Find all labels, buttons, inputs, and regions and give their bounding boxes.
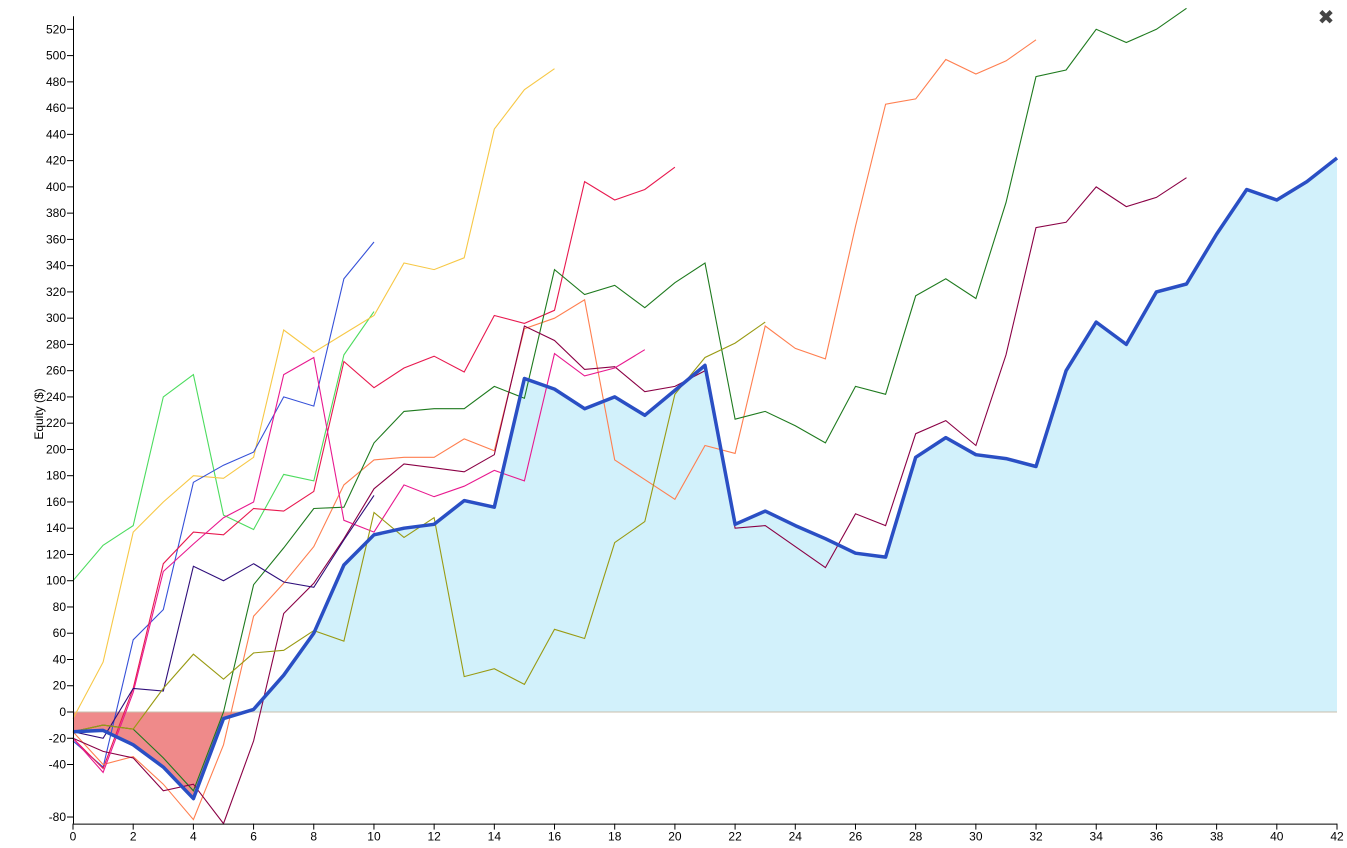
x-tick-label: 36 bbox=[1150, 830, 1164, 844]
y-tick-label: 260 bbox=[46, 364, 66, 378]
series-line-5 bbox=[72, 39, 1037, 821]
series-line-9 bbox=[72, 495, 375, 739]
x-tick-label: 40 bbox=[1270, 830, 1284, 844]
x-tick-label: 2 bbox=[130, 830, 137, 844]
y-tick-label: 120 bbox=[46, 547, 66, 561]
close-icon[interactable]: ✖ bbox=[1317, 5, 1335, 29]
y-tick-label: 60 bbox=[53, 626, 67, 640]
y-tick-label: 80 bbox=[53, 600, 67, 614]
y-tick-label: 140 bbox=[46, 521, 66, 535]
y-tick-label: 20 bbox=[53, 679, 67, 693]
y-tick-label: -20 bbox=[49, 731, 67, 745]
y-tick-label: 380 bbox=[46, 206, 66, 220]
x-tick-label: 32 bbox=[1029, 830, 1043, 844]
y-tick-label: 460 bbox=[46, 101, 66, 115]
y-tick-label: 400 bbox=[46, 180, 66, 194]
y-tick-label: 440 bbox=[46, 127, 66, 141]
y-tick-label: 100 bbox=[46, 574, 66, 588]
y-tick-label: 200 bbox=[46, 442, 66, 456]
x-tick-label: 26 bbox=[849, 830, 863, 844]
y-tick-label: 280 bbox=[46, 337, 66, 351]
x-tick-label: 38 bbox=[1210, 830, 1224, 844]
series-line-6 bbox=[72, 7, 1187, 792]
x-tick-label: 34 bbox=[1090, 830, 1104, 844]
y-tick-label: 180 bbox=[46, 469, 66, 483]
y-tick-label: 340 bbox=[46, 259, 66, 273]
x-tick-label: 18 bbox=[608, 830, 622, 844]
y-tick-label: 40 bbox=[53, 652, 67, 666]
main-equity-series bbox=[72, 156, 1339, 801]
series-line-4 bbox=[72, 166, 676, 770]
series-line-7 bbox=[72, 177, 1187, 825]
y-tick-label: 420 bbox=[46, 154, 66, 168]
x-tick-label: 6 bbox=[250, 830, 257, 844]
y-tick-label: 360 bbox=[46, 232, 66, 246]
background-series-lines bbox=[72, 7, 1187, 825]
y-tick-label: 520 bbox=[46, 22, 66, 36]
x-tick-label: 42 bbox=[1330, 830, 1344, 844]
y-tick-label: 320 bbox=[46, 285, 66, 299]
y-tick-label: 0 bbox=[59, 705, 66, 719]
series-line-2 bbox=[72, 68, 555, 719]
x-tick-label: 14 bbox=[488, 830, 502, 844]
x-tick-label: 0 bbox=[70, 830, 77, 844]
y-tick-label: 500 bbox=[46, 49, 66, 63]
y-tick-label: 160 bbox=[46, 495, 66, 509]
y-tick-label: 300 bbox=[46, 311, 66, 325]
x-tick-label: 8 bbox=[310, 830, 317, 844]
y-axis-label: Equity ($) bbox=[32, 388, 46, 439]
y-tick-label: 240 bbox=[46, 390, 66, 404]
y-tick-label: -40 bbox=[49, 758, 67, 772]
x-tick-label: 10 bbox=[367, 830, 381, 844]
x-tick-label: 30 bbox=[969, 830, 983, 844]
x-tick-label: 16 bbox=[548, 830, 562, 844]
y-tick-label: 480 bbox=[46, 75, 66, 89]
y-tick-label: -80 bbox=[49, 810, 67, 824]
main-equity-line bbox=[72, 156, 1339, 801]
x-tick-label: 20 bbox=[668, 830, 682, 844]
axes: -80-40-200204060801001201401601802002202… bbox=[46, 16, 1344, 844]
series-line-8 bbox=[72, 349, 646, 774]
x-tick-label: 12 bbox=[427, 830, 441, 844]
series-line-1 bbox=[72, 311, 375, 582]
x-tick-label: 28 bbox=[909, 830, 923, 844]
x-tick-label: 4 bbox=[190, 830, 197, 844]
positive-equity-fill bbox=[244, 157, 1338, 712]
series-line-3 bbox=[72, 241, 375, 769]
y-tick-label: 220 bbox=[46, 416, 66, 430]
x-tick-label: 24 bbox=[789, 830, 803, 844]
x-tick-label: 22 bbox=[728, 830, 742, 844]
